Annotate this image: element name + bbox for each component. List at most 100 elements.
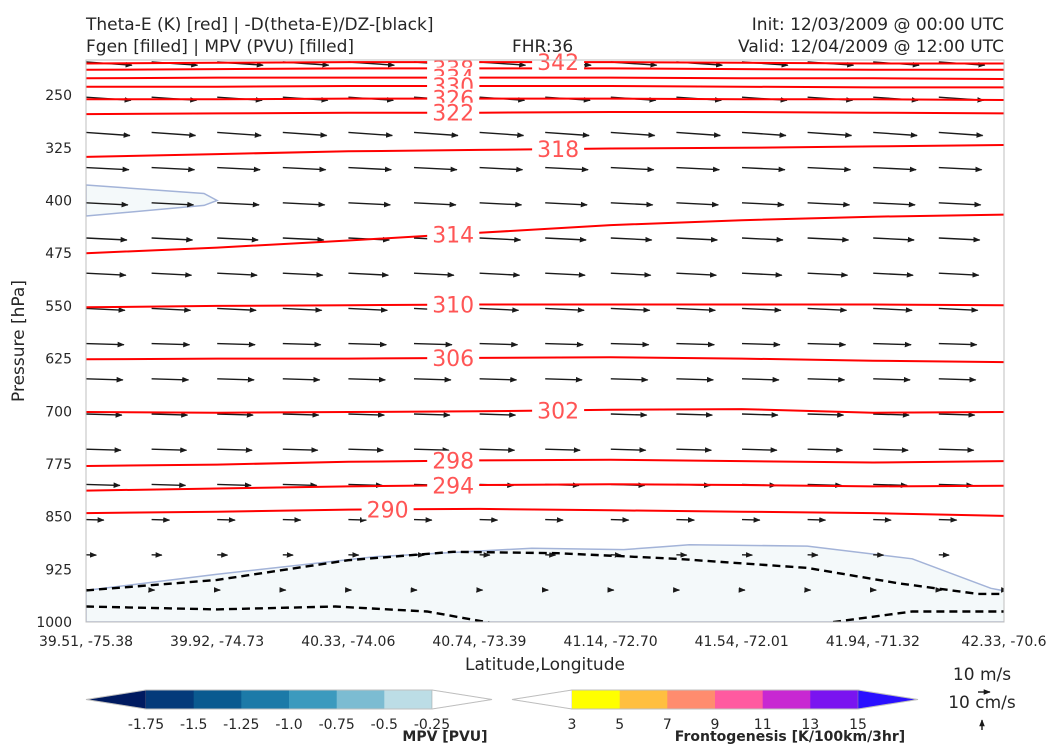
wind-vector [807, 131, 853, 138]
dz-contour-2 [824, 610, 1004, 622]
colorbar-segment [384, 690, 433, 709]
wind-vector [479, 376, 518, 383]
wind-vector [348, 412, 385, 418]
theta-e-contour-310 [86, 303, 1004, 309]
wind-vector [348, 201, 391, 208]
wind-vector [676, 307, 716, 313]
y-axis-label: Pressure [hPa] [9, 280, 29, 402]
contour-label-bg [427, 450, 480, 471]
wind-vector [807, 166, 852, 173]
wind-vector [86, 166, 130, 173]
theta-e-contour-314 [86, 213, 1004, 255]
wind-vector [479, 447, 516, 453]
wind-vector [807, 272, 849, 278]
wind-vector [413, 412, 451, 418]
wind-vector [938, 236, 981, 243]
theta-e-contour-338 [86, 67, 1004, 71]
frontogenesis-colorbar: 3 5 7 9 11 13 15 [511, 689, 919, 733]
wind-vector [676, 341, 715, 348]
wind-vector [873, 166, 917, 173]
colorbar-outline [511, 689, 919, 710]
x-tick-label: 39.92, -74.73 [170, 634, 264, 650]
dz-contour-1 [86, 605, 493, 622]
contour-label-314: 314 [432, 223, 474, 248]
colorbar-extend-low [85, 689, 147, 710]
wind-vector [610, 341, 650, 348]
contour-label-318: 318 [537, 138, 579, 163]
contour-label-bg [532, 400, 585, 421]
x-tick-label: 41.54, -72.01 [695, 634, 789, 650]
wind-vector [151, 131, 197, 138]
wind-vector [610, 201, 654, 208]
wind-vector [479, 201, 523, 208]
wind-vector [610, 131, 656, 138]
wind-vector [741, 236, 784, 243]
wind-vector [217, 482, 252, 489]
wind-vector [217, 166, 261, 173]
colorbar-segment [619, 690, 668, 709]
colorbar-tick-label: 15 [849, 717, 867, 733]
wind-vector [741, 341, 781, 348]
wind-vector [151, 236, 194, 243]
wind-vector [545, 307, 585, 313]
contour-label-322: 322 [432, 102, 474, 127]
wind-vector [873, 447, 909, 453]
wind-vector [1004, 273, 1044, 275]
theta-e-contour-294 [86, 483, 1004, 492]
wind-vector [873, 376, 911, 383]
wind-vector [676, 447, 712, 453]
wind-vector [676, 166, 720, 173]
wind-vector [807, 376, 846, 383]
wind-vector [1004, 308, 1043, 310]
x-tick-label: 42.33, -70.6 [961, 634, 1046, 650]
wind-vector [545, 131, 590, 138]
colorbar-segment [762, 690, 811, 709]
y-tick-label: 250 [45, 88, 72, 104]
wind-vector [86, 412, 123, 418]
wind-vector [151, 341, 191, 348]
wind-vector [348, 447, 384, 453]
wind-vector [741, 447, 778, 453]
wind-vector [807, 412, 845, 418]
wind-vector [217, 131, 262, 138]
wind-vector [1004, 203, 1046, 205]
wind-vector [282, 376, 321, 383]
mpv-colorbar-title: MPV [PVU] [402, 729, 487, 745]
wind-vector [873, 482, 908, 489]
wind-vector [676, 236, 718, 243]
wind-vector [938, 447, 975, 453]
wind-vector [217, 341, 256, 348]
wind-vector [873, 307, 913, 313]
wind-vector [86, 272, 127, 278]
contour-label-bg [532, 139, 585, 160]
x-axis-label: Latitude,Longitude [465, 655, 625, 675]
colorbar-segment [810, 690, 859, 709]
wind-vector [479, 517, 499, 523]
wind-vector [741, 166, 786, 173]
wind-vector [348, 307, 388, 313]
colorbar-segment [193, 690, 242, 709]
colorbar-tick-label: -1.25 [223, 717, 259, 733]
wind-vector [348, 131, 393, 138]
theta-e-contour-326 [86, 97, 1004, 101]
theta-e-contour-330 [86, 85, 1004, 89]
wind-vector [807, 517, 827, 523]
wind-vector [807, 447, 844, 453]
wind-vector [413, 376, 452, 383]
wind-vector [807, 236, 850, 243]
y-tick-label: 775 [45, 457, 72, 473]
wind-vector [479, 307, 520, 313]
wind-vector [610, 236, 653, 243]
wind-vector [938, 517, 958, 523]
wind-vector [610, 412, 648, 418]
wind-vector [413, 131, 459, 138]
wind-vector [151, 166, 196, 173]
wind-vector [348, 517, 367, 523]
contour-label-290: 290 [367, 498, 409, 523]
colorbar-segment [336, 690, 385, 709]
wind-vector [282, 341, 322, 348]
contour-label-bg [361, 499, 414, 520]
wind-vector [151, 376, 190, 383]
y-tick-label: 1000 [36, 615, 72, 631]
contour-label-306: 306 [432, 347, 474, 372]
